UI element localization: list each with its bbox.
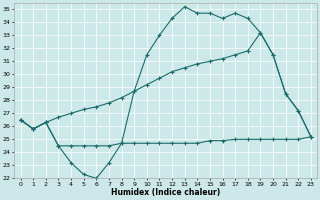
X-axis label: Humidex (Indice chaleur): Humidex (Indice chaleur) <box>111 188 220 197</box>
